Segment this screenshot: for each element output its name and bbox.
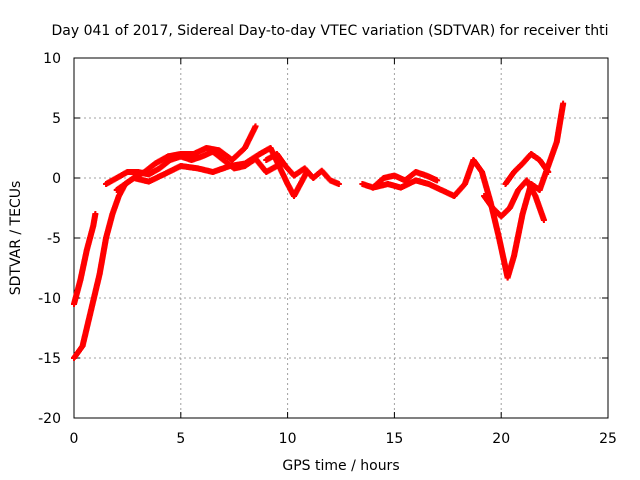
x-tick-label: 20 [492,431,510,447]
y-tick-label: -20 [38,411,61,427]
y-axis-label: SDTVAR / TECUs [8,181,24,296]
y-tick-labels: -20 -15 -10 -5 0 5 10 [38,51,61,427]
data-point [335,181,342,187]
data-point [252,123,259,130]
y-tick-label: -5 [47,231,61,247]
series-track-i [502,151,552,187]
y-tick-label: 5 [52,111,61,127]
x-tick-label: 15 [385,431,403,447]
series-track-b [71,123,259,361]
x-tick-label: 0 [70,431,79,447]
x-axis-label: GPS time / hours [282,458,399,474]
data-marks [71,100,567,361]
data-point [434,177,441,184]
x-tick-label: 5 [176,431,185,447]
series-track-e [263,151,342,187]
series-track-g [370,100,567,281]
grid [74,58,608,418]
data-point [545,169,552,175]
series-track-a [71,211,99,307]
x-tick-label: 10 [279,431,297,447]
x-tick-labels: 0 5 10 15 20 25 [70,431,617,447]
data-point [540,217,547,223]
chart-title: Day 041 of 2017, Sidereal Day-to-day VTE… [52,23,609,39]
y-tick-label: 0 [52,171,61,187]
x-tick-label: 25 [599,431,617,447]
series-track-h [481,177,547,223]
data-point [560,100,567,107]
y-tick-label: -15 [38,351,61,367]
y-tick-label: -10 [38,291,61,307]
data-point [92,211,99,217]
y-tick-label: 10 [43,51,61,67]
